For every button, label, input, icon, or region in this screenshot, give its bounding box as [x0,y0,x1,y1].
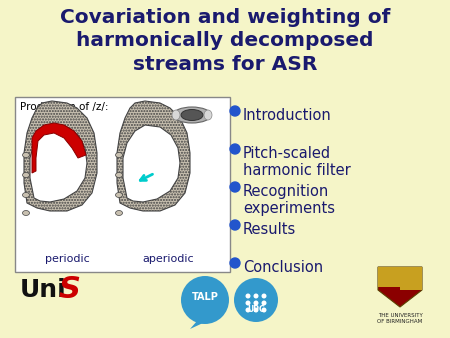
Ellipse shape [22,172,30,177]
Circle shape [234,278,278,322]
Polygon shape [32,123,86,173]
Circle shape [230,182,240,192]
Text: S: S [59,275,81,305]
Text: Uni: Uni [20,278,67,302]
Polygon shape [378,267,400,287]
Text: Production of /z/:: Production of /z/: [20,102,108,112]
Text: TALP: TALP [192,292,218,302]
Ellipse shape [173,107,211,123]
Circle shape [261,293,266,298]
Text: THE UNIVERSITY
OF BIRMINGHAM: THE UNIVERSITY OF BIRMINGHAM [378,313,423,324]
Polygon shape [190,321,203,329]
Ellipse shape [116,211,122,216]
Text: periodic: periodic [45,254,90,264]
Circle shape [181,276,229,324]
Text: Results: Results [243,222,296,237]
Ellipse shape [172,110,180,120]
Polygon shape [123,125,180,202]
Polygon shape [24,101,97,211]
Circle shape [230,106,240,116]
Bar [15,97,230,272]
Circle shape [230,258,240,268]
Ellipse shape [204,110,212,120]
Circle shape [230,220,240,230]
Circle shape [230,144,240,154]
Polygon shape [400,267,422,290]
Ellipse shape [116,172,122,177]
Polygon shape [378,267,422,307]
Polygon shape [30,125,87,202]
Circle shape [253,308,258,313]
Text: UPC: UPC [247,305,265,314]
Text: Recognition
experiments: Recognition experiments [243,184,335,216]
Text: Covariation and weighting of
harmonically decomposed
streams for ASR: Covariation and weighting of harmonicall… [60,8,390,74]
Ellipse shape [22,211,30,216]
Polygon shape [117,101,190,211]
Circle shape [253,293,258,298]
Circle shape [246,300,251,306]
Circle shape [261,308,266,313]
Text: Conclusion: Conclusion [243,260,323,275]
Circle shape [253,300,258,306]
Circle shape [246,293,251,298]
Text: Pitch-scaled
harmonic filter: Pitch-scaled harmonic filter [243,146,351,178]
Ellipse shape [116,152,122,158]
Circle shape [261,300,266,306]
Text: aperiodic: aperiodic [142,254,194,264]
Circle shape [246,308,251,313]
Text: Introduction: Introduction [243,108,332,123]
Ellipse shape [181,110,203,121]
Ellipse shape [22,152,30,158]
Ellipse shape [116,193,122,197]
Ellipse shape [22,193,30,197]
